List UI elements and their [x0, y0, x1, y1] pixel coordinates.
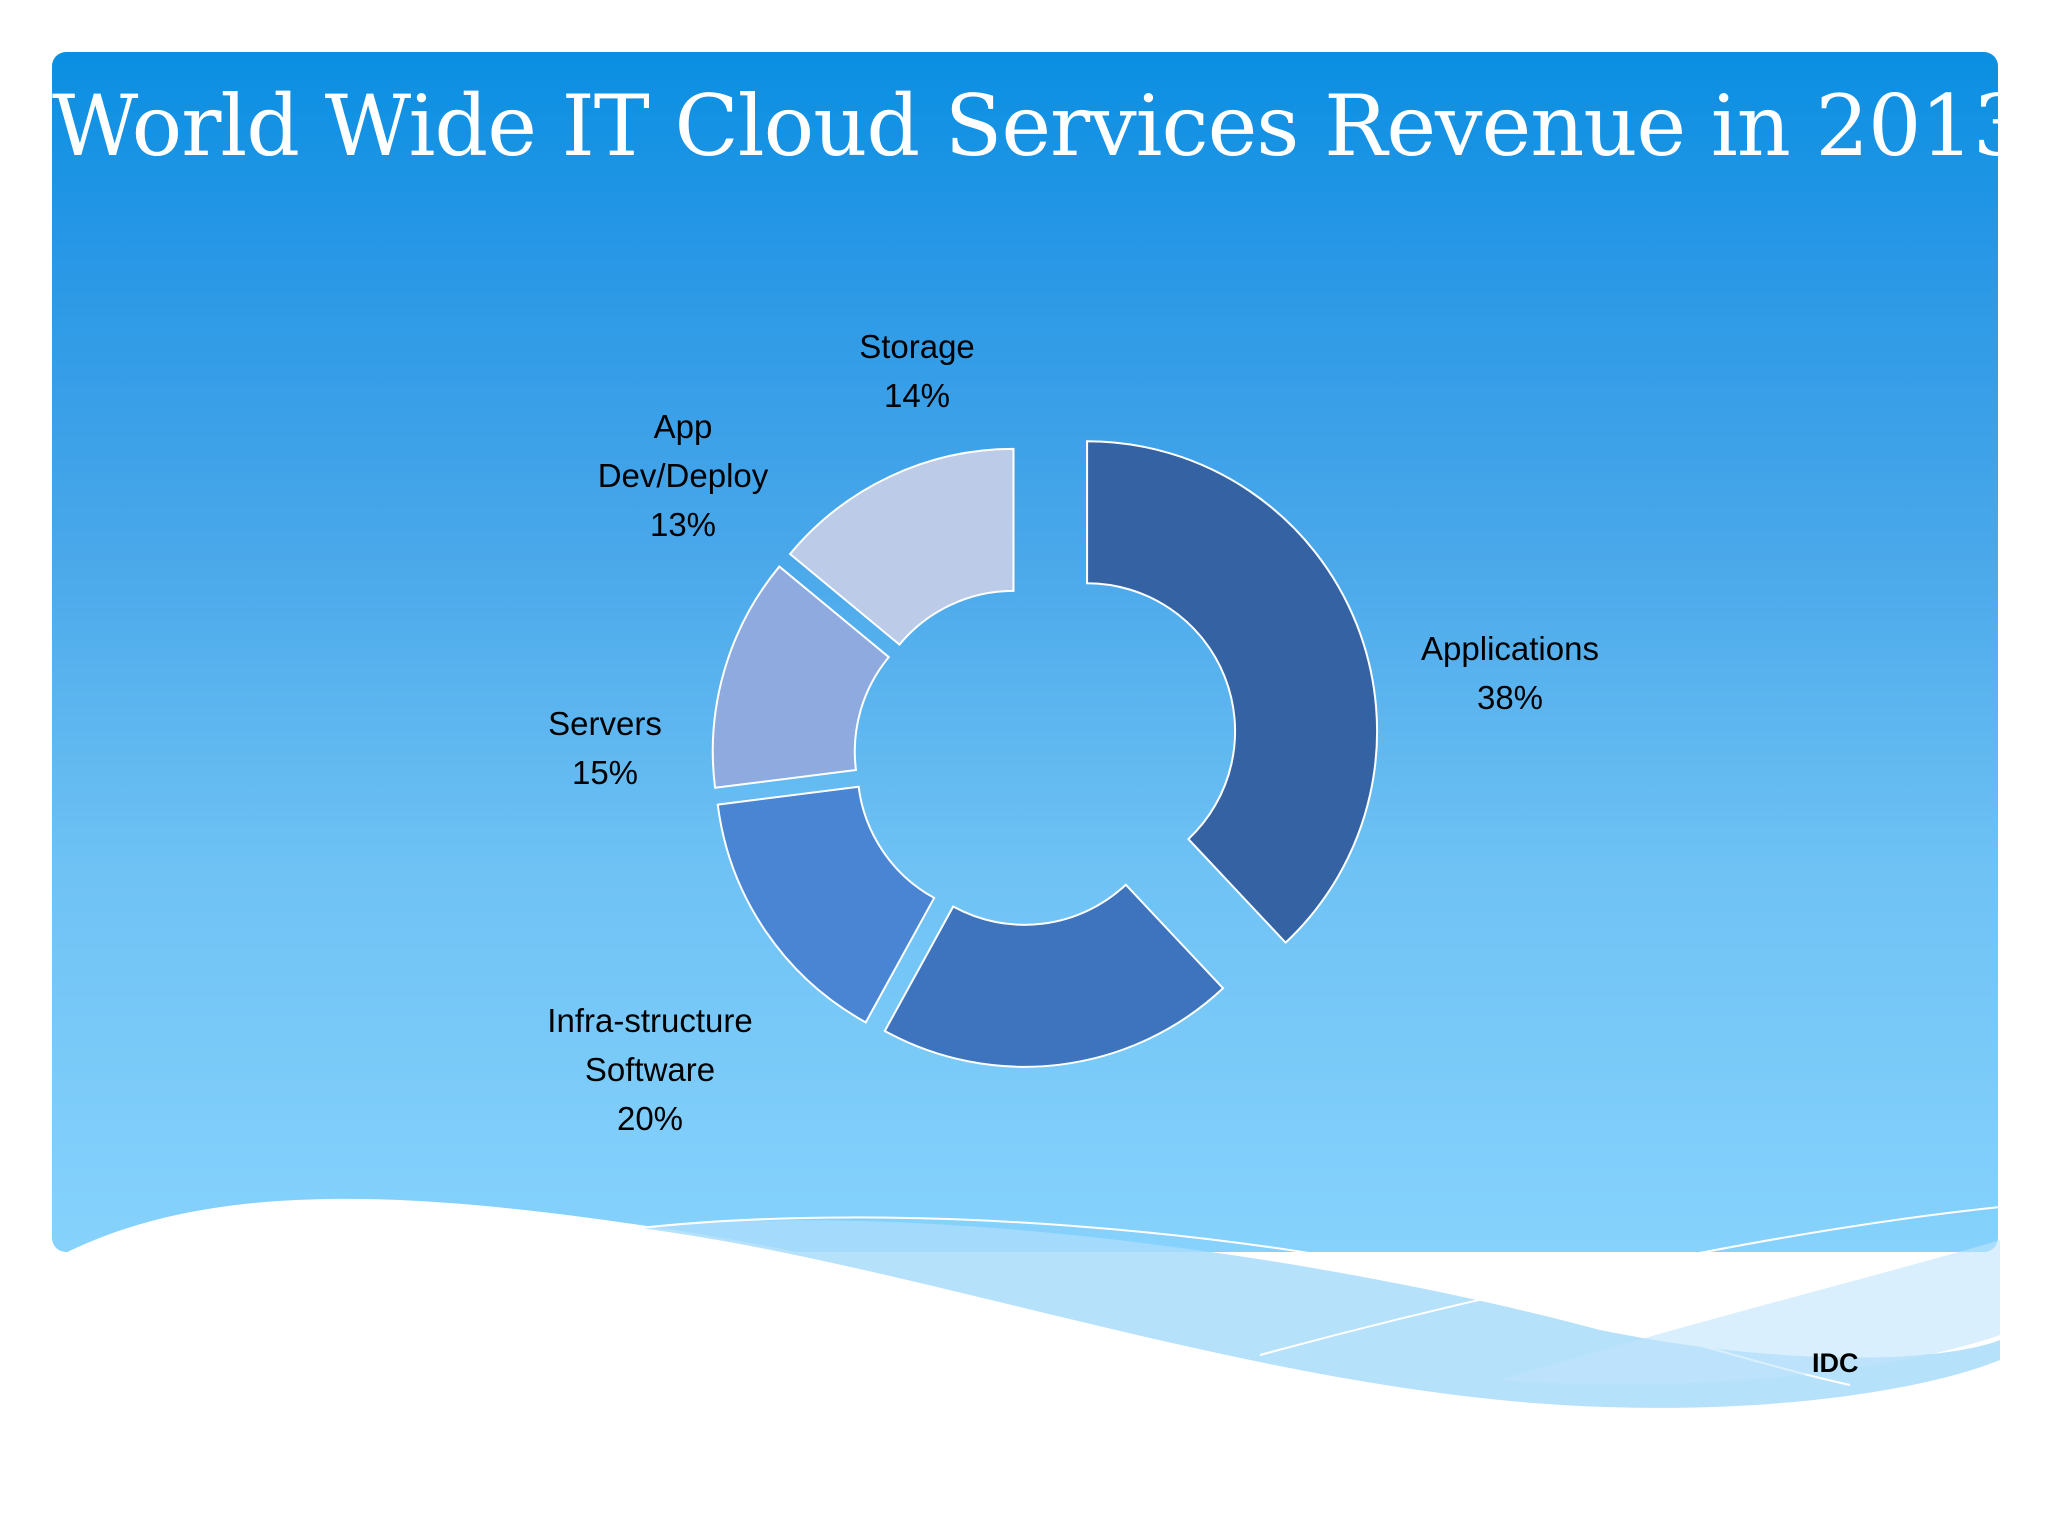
slice-infra-structure-software: [883, 883, 1225, 1068]
data-label-applications: Applications 38%: [1421, 630, 1599, 716]
data-label-servers: Servers 15%: [548, 705, 662, 791]
slice-app-dev-deploy: [711, 565, 891, 789]
slice-applications: [1086, 440, 1379, 945]
slice-servers: [716, 785, 936, 1024]
source-label: IDC: [1812, 1348, 1859, 1378]
data-label-app-dev-deploy: App Dev/Deploy 13%: [598, 408, 769, 543]
slide-title: World Wide IT Cloud Services Revenue in …: [52, 77, 2026, 175]
data-label-storage: Storage 14%: [859, 328, 975, 414]
slice-storage: [788, 447, 1015, 646]
data-label-infra-structure-software: Infra-structure Software 20%: [547, 1002, 752, 1137]
